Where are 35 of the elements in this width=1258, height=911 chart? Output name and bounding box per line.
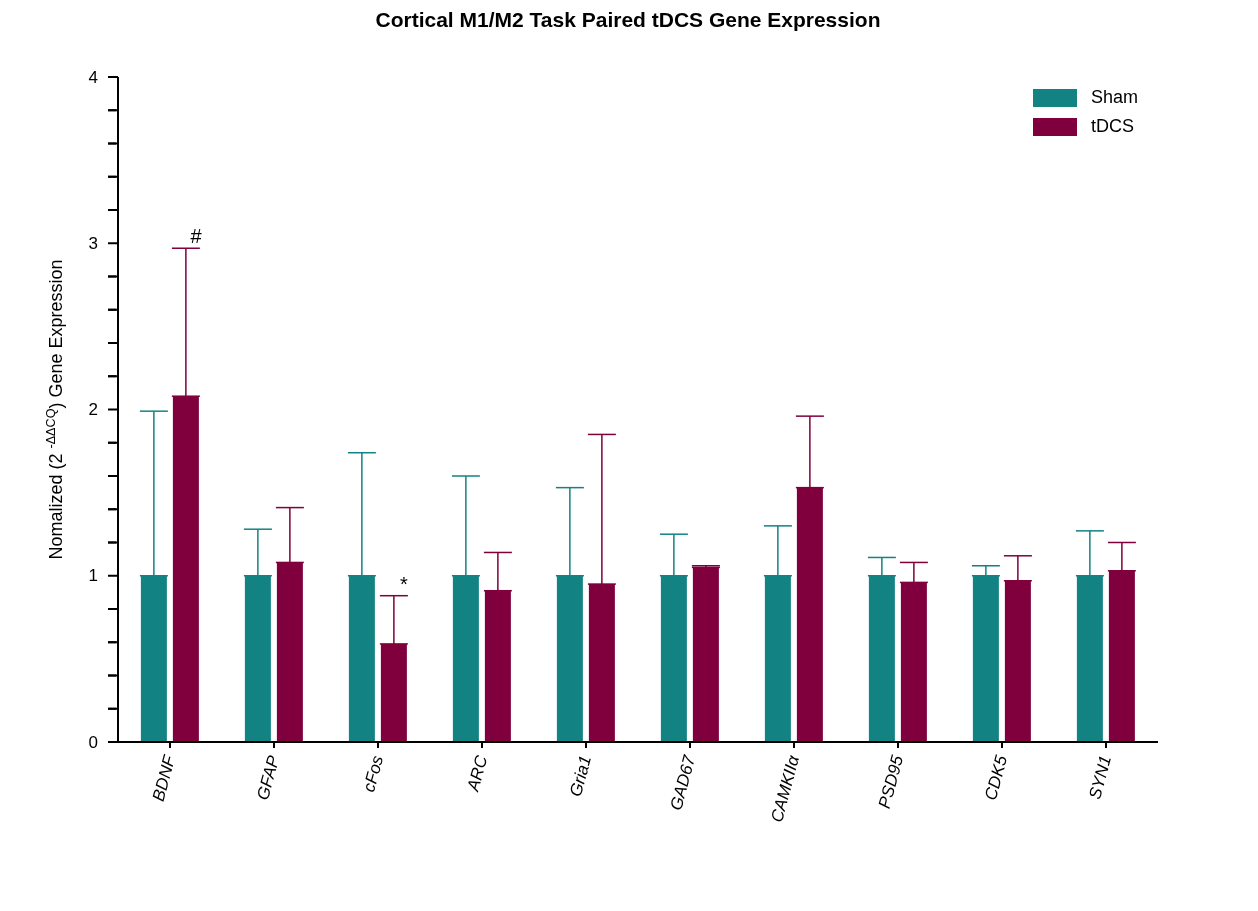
bar (868, 575, 895, 742)
bar (660, 575, 687, 742)
x-tick-label: CDK5 (981, 753, 1012, 803)
bar (348, 575, 375, 742)
bar (764, 575, 791, 742)
x-tick-label: cFos (359, 753, 388, 795)
x-tick-label: ARC (463, 752, 492, 795)
x-tick-label: GFAP (253, 752, 284, 802)
bar (172, 396, 199, 742)
bar (380, 643, 407, 742)
y-tick-label: 0 (88, 732, 98, 752)
bar (972, 575, 999, 742)
bar (588, 584, 615, 742)
bar (452, 575, 479, 742)
y-tick-label: 2 (88, 400, 98, 419)
x-tick-label: PSD95 (874, 753, 908, 811)
chart-title: Cortical M1/M2 Task Paired tDCS Gene Expression (374, 8, 882, 32)
y-tick-label: 3 (88, 233, 98, 253)
x-tick-label: CAMKIIα (767, 752, 804, 825)
bar (692, 567, 719, 742)
annotation: * (400, 572, 409, 595)
x-tick-label: BDNF (148, 751, 180, 804)
bar (244, 575, 271, 742)
y-tick-label: 1 (88, 566, 98, 586)
annotation: # (190, 225, 203, 248)
bar (556, 575, 583, 742)
x-tick-label: GAD67 (666, 753, 700, 813)
bar (140, 575, 167, 742)
x-tick-label: Gria1 (566, 753, 596, 799)
bar (1108, 570, 1135, 742)
x-tick-label: SYN1 (1085, 753, 1116, 802)
bar (1076, 575, 1103, 742)
legend-label: tDCS (1090, 116, 1134, 137)
y-tick-label: 4 (88, 67, 98, 87)
legend-label: Sham (1090, 87, 1138, 108)
